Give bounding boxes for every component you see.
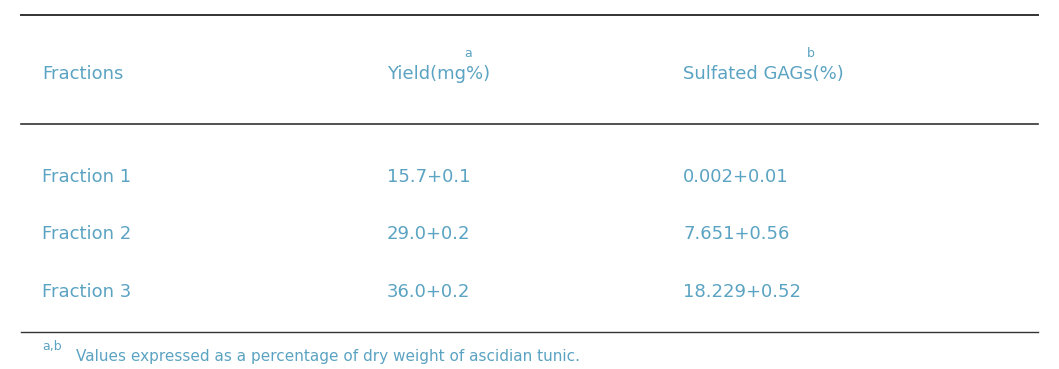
Text: b: b	[807, 47, 814, 60]
Text: 15.7+0.1: 15.7+0.1	[387, 168, 470, 186]
Text: a,b: a,b	[42, 340, 62, 354]
Text: Yield(mg%): Yield(mg%)	[387, 65, 489, 83]
Text: Values expressed as a percentage of dry weight of ascidian tunic.: Values expressed as a percentage of dry …	[76, 349, 580, 363]
Text: 18.229+0.52: 18.229+0.52	[683, 283, 801, 300]
Text: a: a	[464, 47, 471, 60]
Text: Fraction 1: Fraction 1	[42, 168, 131, 186]
Text: 7.651+0.56: 7.651+0.56	[683, 225, 789, 243]
Text: 29.0+0.2: 29.0+0.2	[387, 225, 470, 243]
Text: Fractions: Fractions	[42, 65, 124, 83]
Text: 0.002+0.01: 0.002+0.01	[683, 168, 789, 186]
Text: Fraction 2: Fraction 2	[42, 225, 131, 243]
Text: 36.0+0.2: 36.0+0.2	[387, 283, 470, 300]
Text: Sulfated GAGs(%): Sulfated GAGs(%)	[683, 65, 844, 83]
Text: Fraction 3: Fraction 3	[42, 283, 131, 300]
